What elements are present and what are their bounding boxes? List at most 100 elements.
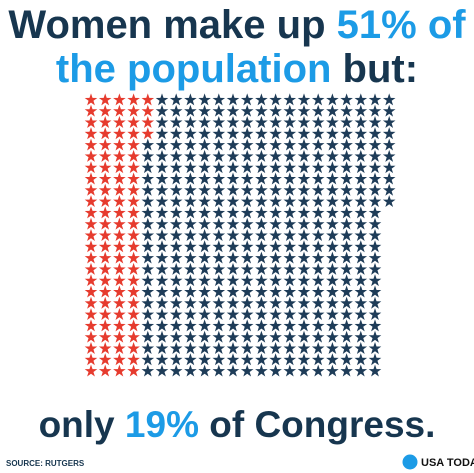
star	[184, 172, 197, 185]
star	[127, 353, 140, 366]
star	[113, 342, 126, 354]
star	[283, 183, 297, 196]
star	[141, 353, 155, 366]
star	[269, 161, 282, 174]
star	[198, 296, 211, 309]
star	[297, 353, 311, 366]
star	[155, 342, 169, 354]
star	[240, 195, 254, 208]
star	[212, 183, 226, 196]
star	[169, 364, 183, 377]
star	[226, 127, 240, 140]
star	[255, 138, 268, 151]
star	[169, 274, 183, 287]
star	[212, 285, 226, 298]
star	[98, 206, 112, 219]
star	[311, 330, 325, 343]
star	[84, 285, 98, 298]
star	[340, 127, 353, 140]
star	[269, 251, 282, 264]
star	[368, 104, 382, 117]
star	[127, 104, 140, 117]
star	[212, 195, 226, 208]
star	[169, 183, 183, 196]
star	[184, 319, 197, 332]
star	[340, 308, 353, 321]
star	[155, 296, 169, 309]
star	[326, 138, 339, 151]
star	[368, 251, 382, 264]
star	[184, 217, 197, 230]
star	[198, 161, 211, 174]
star	[113, 104, 126, 117]
star	[98, 319, 112, 332]
star	[184, 342, 197, 354]
star	[84, 172, 98, 185]
star	[198, 104, 211, 117]
star	[169, 172, 183, 185]
star	[368, 364, 382, 377]
star	[297, 274, 311, 287]
star	[113, 353, 126, 366]
star	[240, 342, 254, 354]
star	[98, 161, 112, 174]
star	[155, 161, 169, 174]
star	[141, 206, 155, 219]
star	[127, 274, 140, 287]
star	[141, 116, 155, 128]
star	[382, 116, 396, 128]
star	[283, 308, 297, 321]
star	[212, 342, 226, 354]
star	[127, 183, 140, 196]
star	[169, 308, 183, 321]
star	[255, 217, 268, 230]
star	[269, 240, 282, 253]
star	[340, 296, 353, 309]
star	[326, 319, 339, 332]
star	[226, 262, 240, 275]
star	[283, 138, 297, 151]
star	[311, 319, 325, 332]
star	[326, 251, 339, 264]
star	[169, 149, 183, 162]
star	[297, 342, 311, 354]
star	[198, 274, 211, 287]
star	[326, 262, 339, 275]
star	[283, 206, 297, 219]
star	[354, 127, 368, 140]
star	[255, 285, 268, 298]
star	[311, 206, 325, 219]
logo: USA TODAY	[421, 457, 474, 469]
star	[326, 274, 339, 287]
star	[184, 296, 197, 309]
star	[269, 217, 282, 230]
star	[98, 308, 112, 321]
star	[98, 262, 112, 275]
star	[354, 240, 368, 253]
star	[297, 183, 311, 196]
star	[141, 149, 155, 162]
star	[354, 138, 368, 151]
star	[255, 172, 268, 185]
star	[226, 183, 240, 196]
star	[113, 138, 126, 151]
star	[226, 195, 240, 208]
star	[169, 319, 183, 332]
star	[212, 364, 226, 377]
star	[382, 195, 396, 208]
star	[368, 229, 382, 241]
star	[297, 149, 311, 162]
star	[269, 149, 282, 162]
star	[141, 274, 155, 287]
star	[127, 161, 140, 174]
logo-dot	[402, 454, 418, 470]
star	[84, 183, 98, 196]
star	[368, 195, 382, 208]
star	[297, 104, 311, 117]
star	[340, 104, 353, 117]
star	[297, 296, 311, 309]
star	[226, 319, 240, 332]
star	[184, 206, 197, 219]
